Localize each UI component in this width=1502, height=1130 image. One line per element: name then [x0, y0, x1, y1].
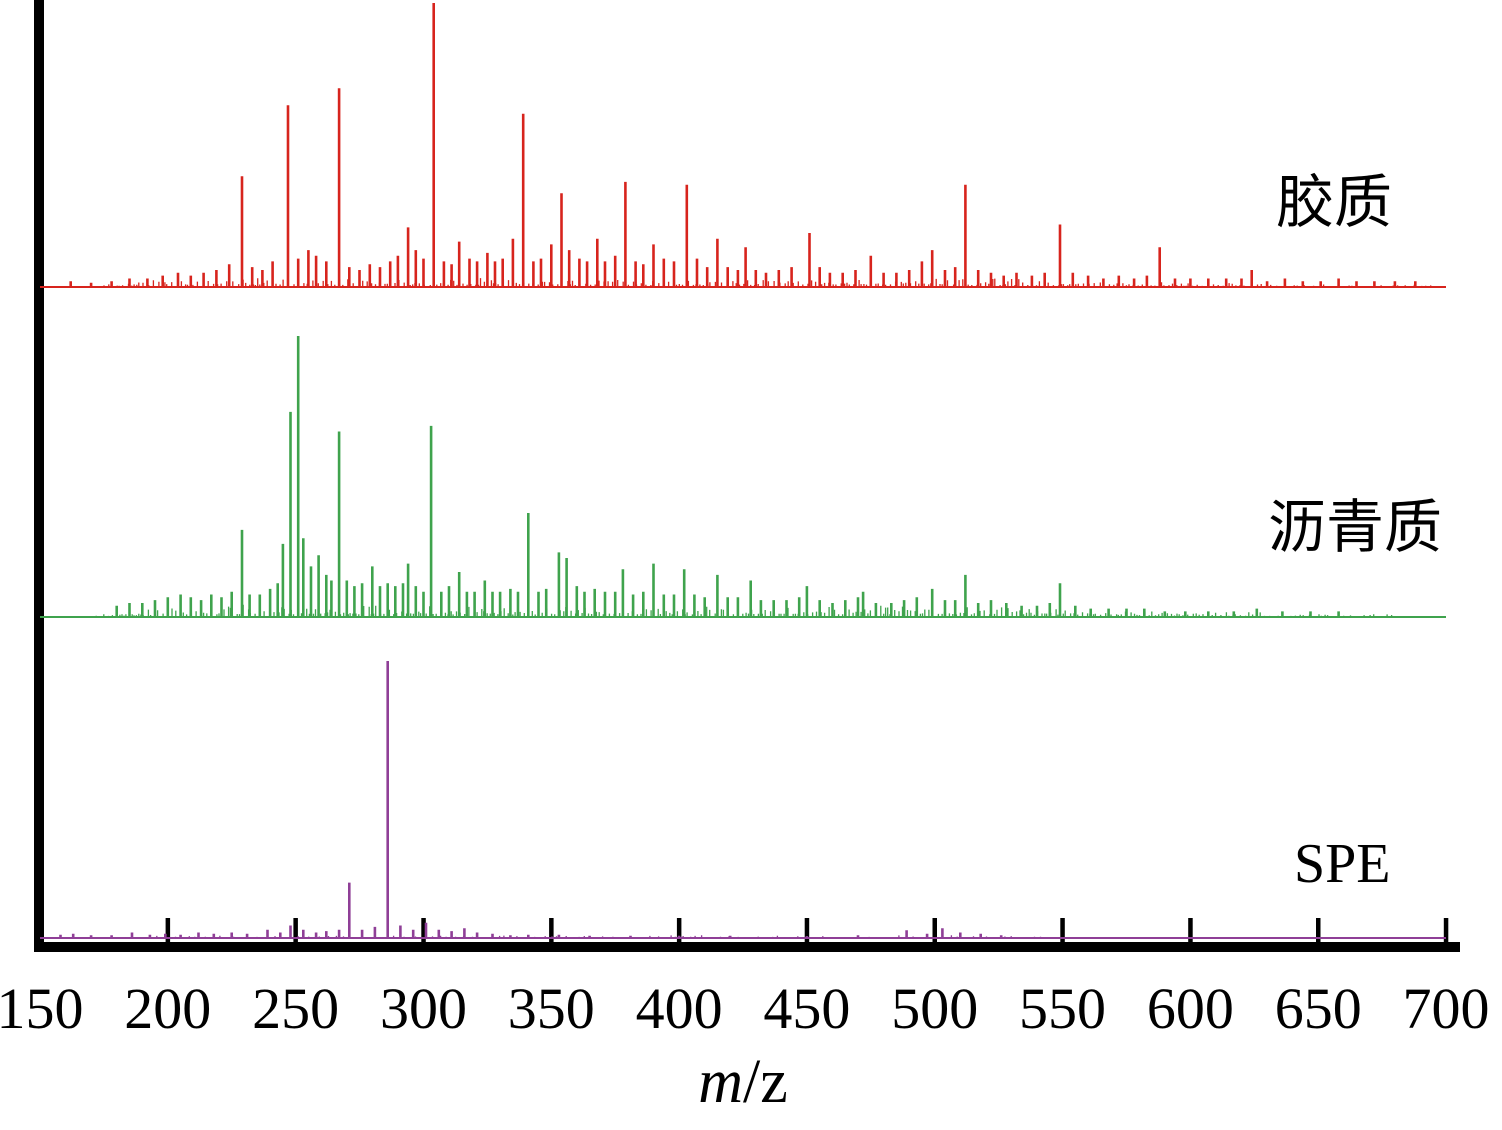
- x-tick: [804, 918, 810, 942]
- x-tick: [293, 918, 298, 942]
- x-tick-label: 600: [1147, 976, 1234, 1041]
- x-tick-label: 500: [891, 976, 978, 1041]
- spectrum-peaks-0: [69, 3, 1417, 287]
- x-tick: [676, 918, 682, 942]
- spectrum-peaks-2: [59, 661, 1003, 938]
- x-tick-label: 650: [1275, 976, 1362, 1041]
- x-tick-label: 350: [508, 976, 595, 1041]
- spectrum-peaks-1: [115, 336, 1340, 617]
- x-tick: [37, 918, 43, 942]
- x-axis-line: [34, 942, 1460, 952]
- x-axis-title: m/z: [698, 1048, 788, 1116]
- x-tick-label: 550: [1019, 976, 1106, 1041]
- x-tick: [421, 918, 426, 942]
- x-tick: [1060, 918, 1065, 942]
- x-tick-label: 250: [252, 976, 339, 1041]
- x-tick: [1443, 918, 1449, 942]
- x-tick-label: 300: [380, 976, 467, 1041]
- x-tick: [1188, 918, 1193, 942]
- x-tick-label: 150: [0, 976, 84, 1041]
- x-tick: [165, 918, 171, 942]
- x-tick: [549, 918, 554, 942]
- x-tick-label: 200: [124, 976, 211, 1041]
- x-tick-label: 400: [636, 976, 723, 1041]
- series-label-2: SPE: [1294, 833, 1391, 895]
- x-tick-label: 450: [763, 976, 850, 1041]
- x-tick: [932, 918, 937, 942]
- x-tick-label: 700: [1403, 976, 1490, 1041]
- x-tick: [1316, 918, 1321, 942]
- series-label-0: 胶质: [1276, 170, 1392, 235]
- series-label-1: 沥青质: [1268, 495, 1442, 560]
- y-axis-line: [34, 0, 44, 952]
